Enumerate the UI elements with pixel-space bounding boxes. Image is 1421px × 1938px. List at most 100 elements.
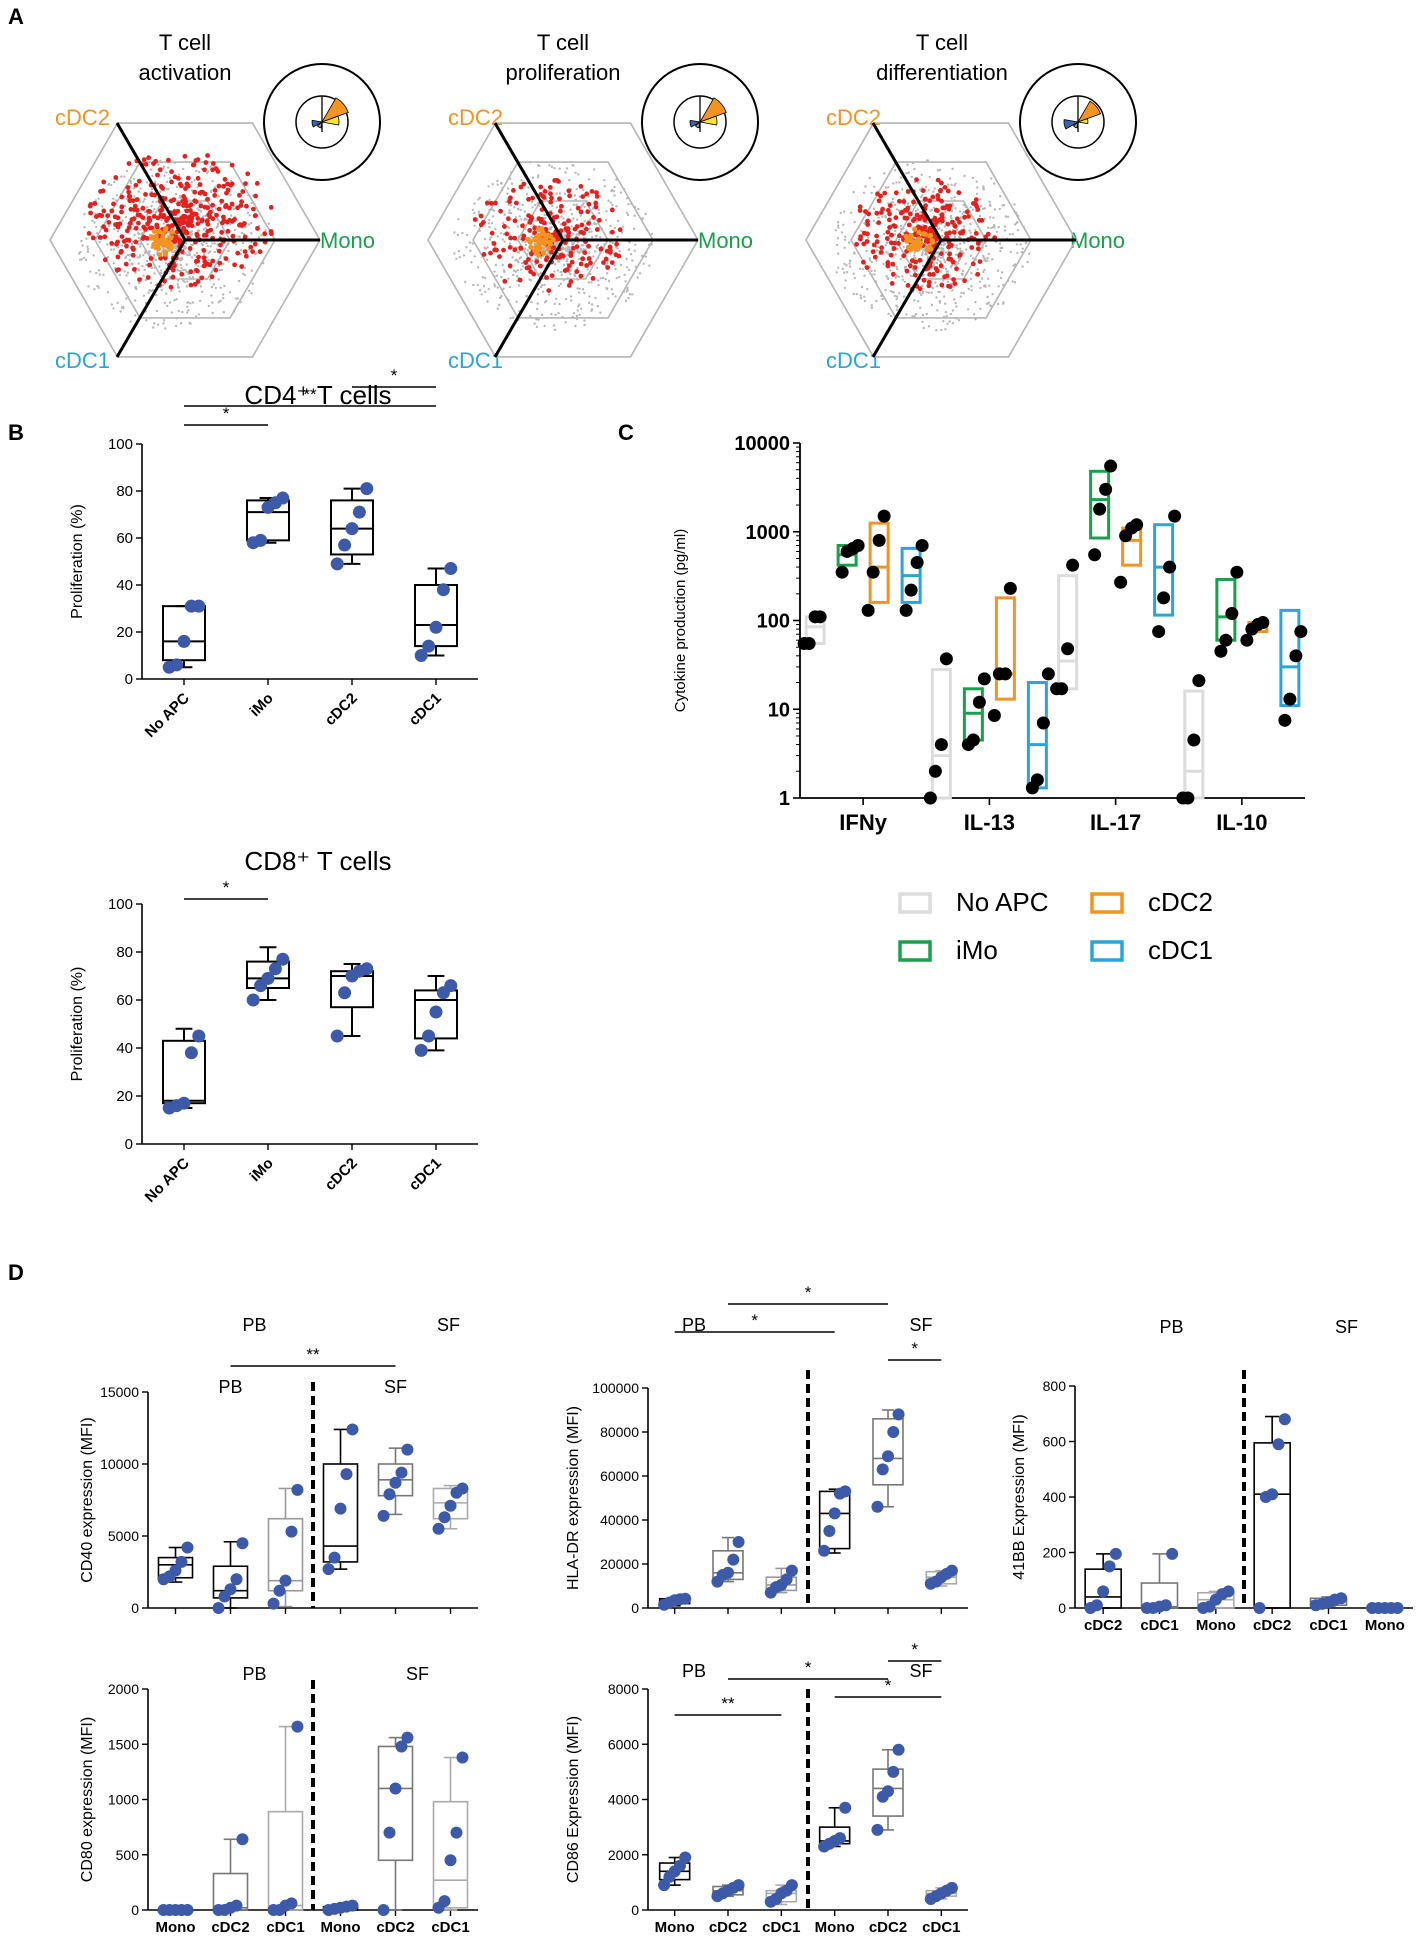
grey-point [861,268,864,271]
y-tick-label: 0 [1058,1600,1066,1616]
red-point [962,278,967,284]
wheel-wedge-yellow [1076,118,1089,125]
grey-point [165,180,169,184]
grey-point [110,303,114,306]
grey-point [526,253,529,256]
red-point [140,236,146,241]
grey-point [935,329,938,332]
grey-point [536,293,540,296]
grey-point [614,246,618,249]
grey-point [935,285,939,288]
grey-point [626,266,629,269]
red-point [974,204,980,209]
grey-point [577,305,580,308]
red-point [119,234,125,240]
box [1084,1568,1122,1609]
grey-point [97,286,100,289]
grey-point [543,216,547,220]
grey-point [954,253,958,256]
grey-point [179,196,182,200]
data-point [267,1597,280,1610]
red-point [561,221,567,227]
grey-point [142,294,146,297]
red-point [268,205,274,210]
grey-point [538,273,541,276]
grey-point [526,249,529,252]
red-point [178,183,184,189]
grey-point [124,256,127,260]
red-point [547,185,553,190]
red-point [218,242,223,248]
data-point [273,1584,286,1597]
grey-point [951,309,955,312]
grey-point [605,286,608,290]
red-point [227,205,232,211]
data-point [444,1854,457,1867]
grey-point [986,302,989,305]
red-point [172,210,178,215]
grey-point [507,203,510,206]
red-point [193,158,199,163]
grey-point [624,299,628,303]
grey-point [940,229,944,232]
x-tick-label: cDC2 [1253,1617,1291,1634]
grey-point [498,296,502,300]
red-point [528,269,533,275]
orange-point [533,244,540,250]
grey-point [226,243,230,246]
red-point [574,269,580,274]
grey-point [574,171,577,174]
red-point [243,253,249,259]
red-point [88,210,93,216]
grey-point [138,281,141,285]
y-axis-label: CD80 expression (MFI) [79,1717,96,1882]
box [322,1463,359,1563]
grey-point [946,183,950,186]
grey-point [949,312,953,316]
red-point [244,203,249,209]
orange-point [535,252,541,258]
grey-point [146,205,149,209]
grey-point [974,258,978,261]
y-axis-label: CD40 expression (MFI) [79,1417,96,1582]
data-point [276,952,290,966]
data-point [346,1899,359,1912]
grey-point [874,280,878,283]
grey-point [572,203,575,206]
grey-point [545,253,548,256]
grey-point [955,228,959,232]
grey-point [936,256,939,259]
red-point [888,252,894,258]
panel-label-b: B [8,420,24,445]
grey-point [156,323,160,326]
red-point [904,208,910,213]
red-point [508,195,513,201]
grey-point [593,222,596,225]
red-point [136,178,142,184]
red-point [580,256,586,262]
grey-point [971,176,975,180]
grey-point [999,249,1002,253]
grey-point [982,185,985,188]
data-point [395,1740,408,1753]
red-point [889,232,894,238]
significance-label: * [805,1658,812,1677]
grey-point [882,233,886,236]
grey-point [962,225,966,228]
grey-point [1003,229,1007,232]
red-point [197,182,203,187]
grey-point [142,200,145,203]
red-point [584,191,590,197]
grey-point [582,248,585,251]
grey-point [480,293,483,296]
red-point [884,236,890,241]
red-point [194,233,200,239]
data-point [1088,548,1102,562]
grey-point [470,261,473,264]
grey-point [204,227,207,230]
red-point [182,153,188,159]
grey-point [166,304,169,308]
grey-point [566,253,569,257]
red-point [201,232,207,238]
red-point [250,249,256,255]
